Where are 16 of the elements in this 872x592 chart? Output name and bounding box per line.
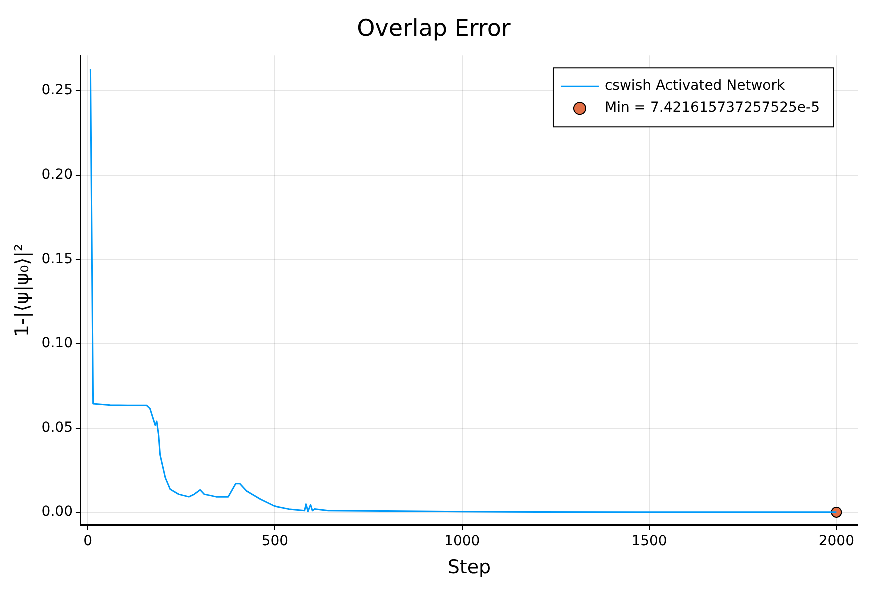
y-axis-title: 1-|⟨ψ|ψ₀⟩|² [11,244,34,338]
y-tick-label: 0.00 [42,504,73,520]
x-tick-label: 1000 [444,533,480,550]
y-tick-label: 0.15 [42,251,73,268]
y-tick-label: 0.25 [42,82,73,99]
y-tick-label: 0.20 [42,166,73,183]
x-tick-label: 2000 [818,533,854,550]
x-tick-label: 0 [84,533,93,550]
legend-label: Min = 7.421615737257525e-5 [604,100,820,116]
y-tick-label: 0.05 [42,420,73,436]
legend-label: cswish Activated Network [604,78,786,94]
y-tick-label: 0.10 [42,336,73,352]
x-axis-title: Step [448,556,492,579]
x-tick-label: 500 [262,533,289,550]
chart-title: Overlap Error [357,16,512,42]
x-tick-label: 1500 [632,533,668,550]
